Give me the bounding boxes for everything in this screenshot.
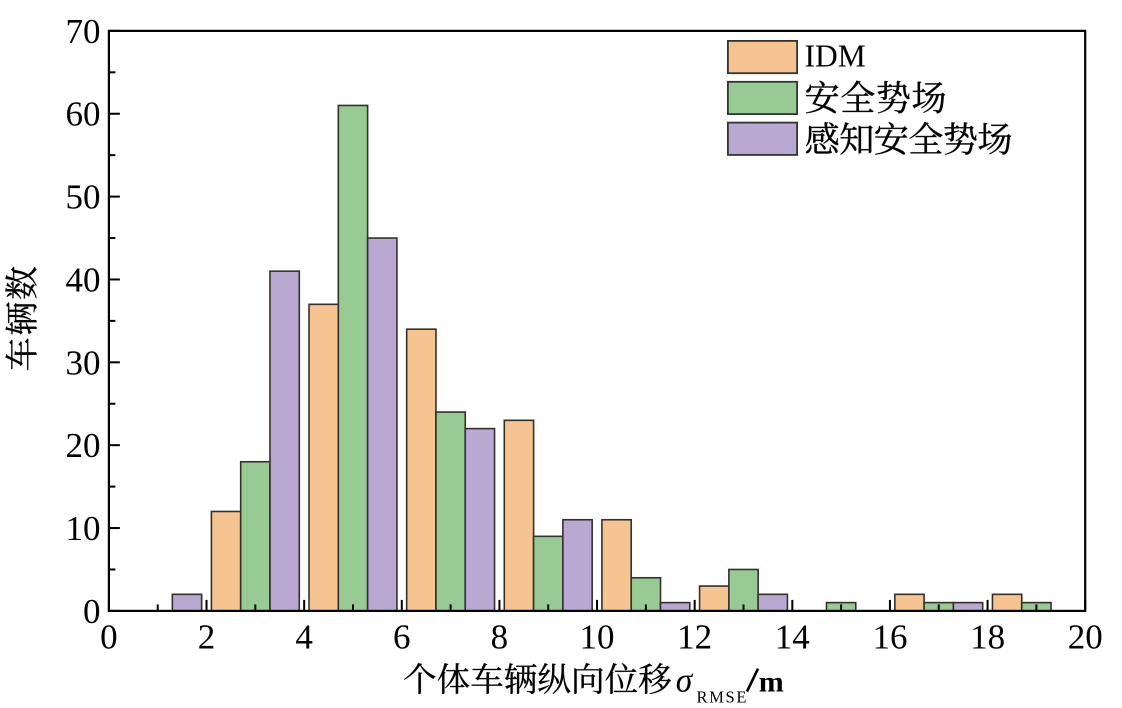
svg-text:40: 40 — [66, 260, 101, 299]
svg-text:10: 10 — [66, 509, 101, 548]
svg-text:0: 0 — [83, 592, 101, 631]
svg-text:12: 12 — [677, 618, 712, 657]
svg-text:50: 50 — [66, 178, 101, 217]
svg-text:2: 2 — [198, 618, 216, 657]
svg-text:20: 20 — [1068, 618, 1103, 657]
svg-text:RMSE: RMSE — [697, 687, 747, 706]
svg-text:16: 16 — [872, 618, 907, 657]
svg-text:σ: σ — [676, 660, 694, 699]
svg-text:4: 4 — [295, 618, 313, 657]
svg-text:8: 8 — [491, 618, 509, 657]
svg-text:14: 14 — [775, 618, 810, 657]
svg-text:0: 0 — [100, 618, 118, 657]
svg-text:IDM: IDM — [805, 39, 866, 74]
svg-text:20: 20 — [66, 426, 101, 465]
svg-text:10: 10 — [580, 618, 615, 657]
svg-text:18: 18 — [970, 618, 1005, 657]
svg-text:30: 30 — [66, 343, 101, 382]
svg-text:70: 70 — [66, 12, 101, 51]
svg-text:m: m — [759, 665, 784, 698]
svg-text:60: 60 — [66, 95, 101, 134]
svg-text:6: 6 — [393, 618, 411, 657]
